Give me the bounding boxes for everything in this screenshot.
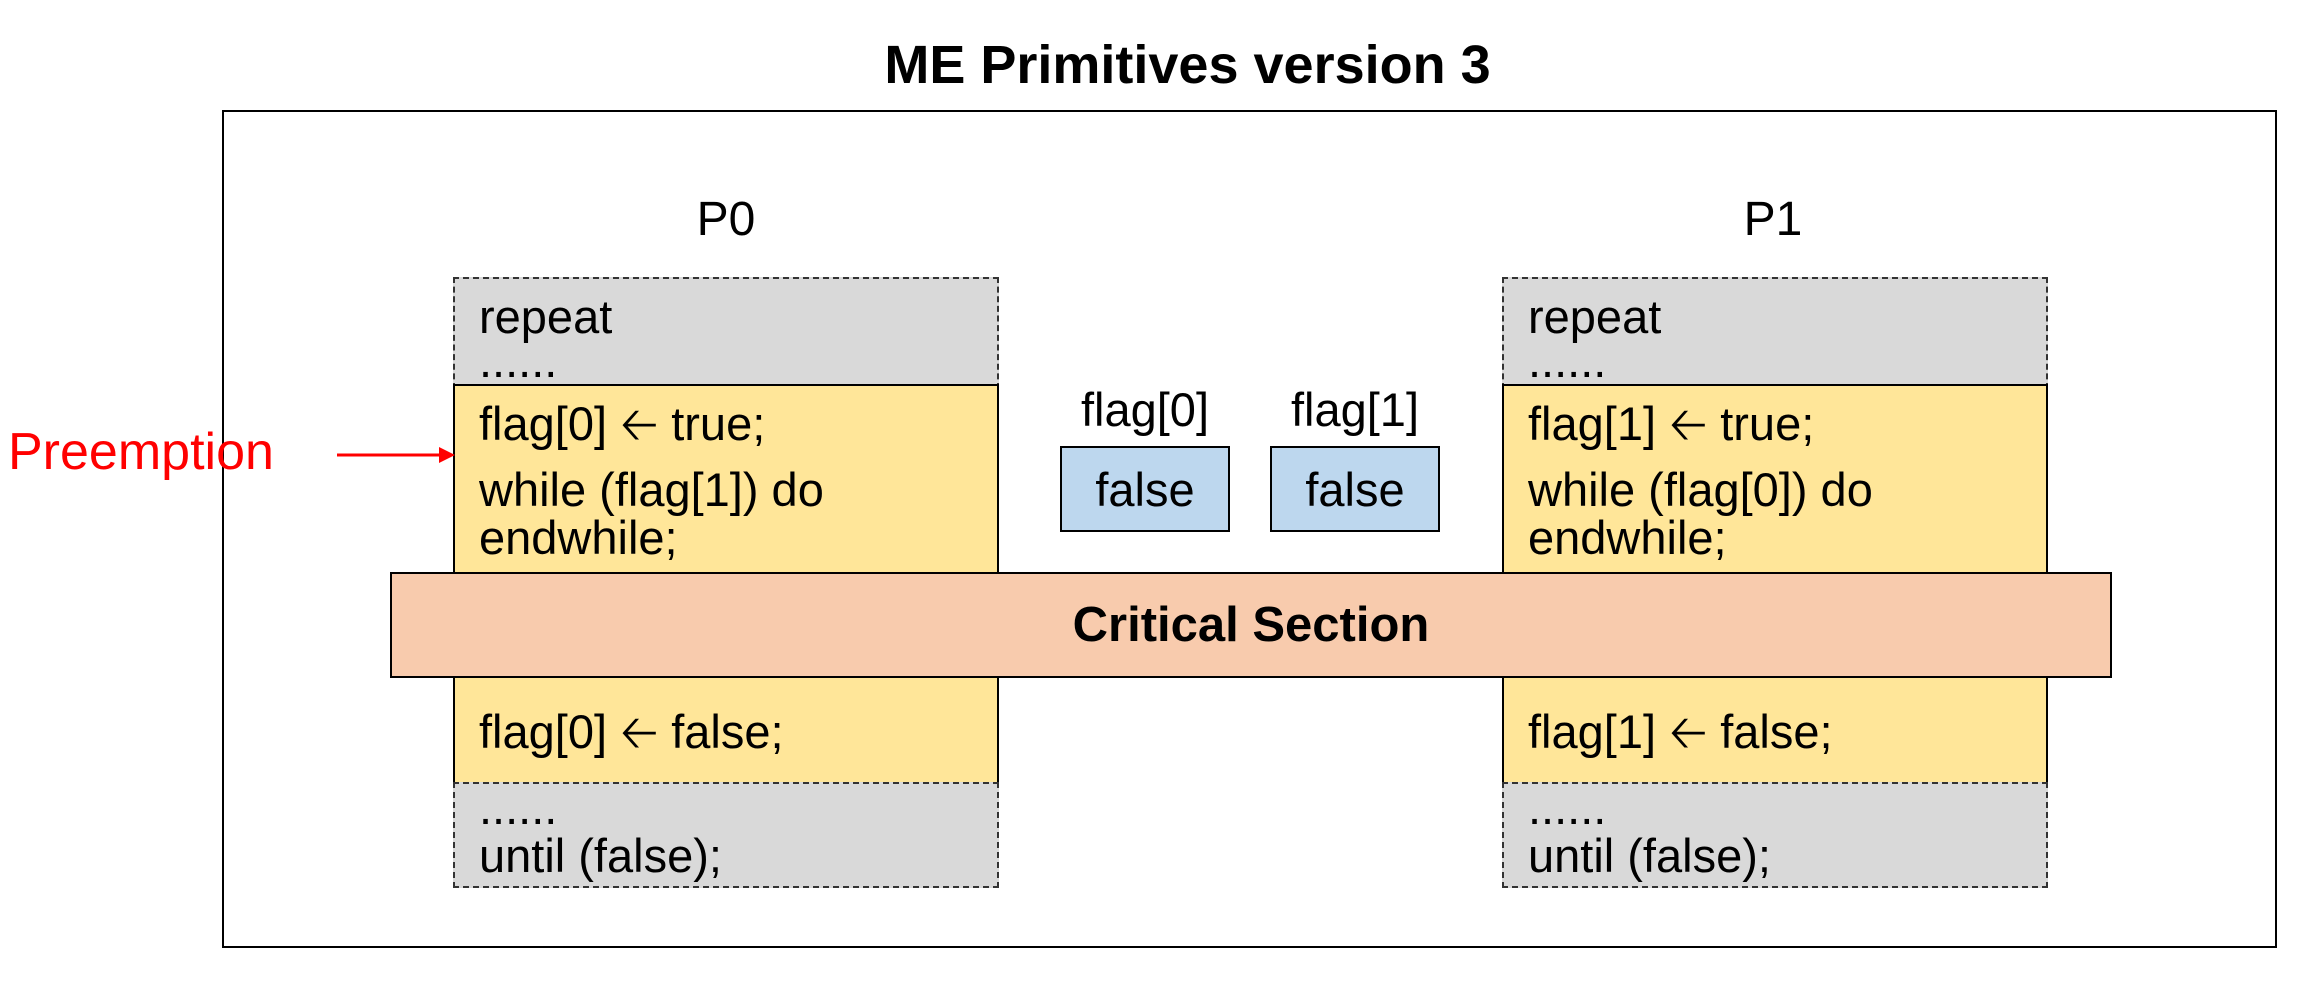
p0-dots-bottom: ...... [479,781,558,834]
critical-section-band: Critical Section [390,572,2112,678]
p0-entry-block: flag[0] 🡠 true; while (flag[1]) do endwh… [453,384,999,576]
p1-repeat-block: repeat ...... [1502,277,2048,389]
p0-repeat-block: repeat ...... [453,277,999,389]
p1-exit-block: flag[1] 🡠 false; [1502,674,2048,784]
p1-entry-line-1: flag[1] 🡠 true; [1528,397,1815,450]
p0-exit-line: flag[0] 🡠 false; [479,705,784,758]
diagram-title: ME Primitives version 3 [884,35,1491,95]
p0-entry-line-3: endwhile; [479,511,678,564]
p0-exit-block: flag[0] 🡠 false; [453,674,999,784]
p0-until-text: until (false); [479,829,722,882]
flag-0-value: false [1060,446,1230,532]
p0-repeat-text: repeat [479,290,613,343]
p1-dots-bottom: ...... [1528,781,1607,834]
p1-dots-top: ...... [1528,334,1607,387]
p0-entry-line-2: while (flag[1]) do [479,463,824,516]
p1-repeat-text: repeat [1528,290,1662,343]
flag-0-name: flag[0] [1080,383,1210,436]
flag-1-value: false [1270,446,1440,532]
preemption-label: Preemption [8,423,274,481]
diagram-frame [222,110,2277,948]
process-label-p1: P1 [1743,193,1803,246]
p0-until-block: ...... until (false); [453,782,999,888]
p1-exit-line: flag[1] 🡠 false; [1528,705,1833,758]
p1-entry-line-3: endwhile; [1528,511,1727,564]
process-label-p0: P0 [696,193,756,246]
critical-section-label: Critical Section [1072,598,1430,652]
flag-1-name: flag[1] [1290,383,1420,436]
p1-entry-line-2: while (flag[0]) do [1528,463,1873,516]
p0-entry-line-1: flag[0] 🡠 true; [479,397,766,450]
p1-entry-block: flag[1] 🡠 true; while (flag[0]) do endwh… [1502,384,2048,576]
p1-until-text: until (false); [1528,829,1771,882]
preemption-arrow-icon [337,447,455,463]
p1-until-block: ...... until (false); [1502,782,2048,888]
p0-dots-top: ...... [479,334,558,387]
